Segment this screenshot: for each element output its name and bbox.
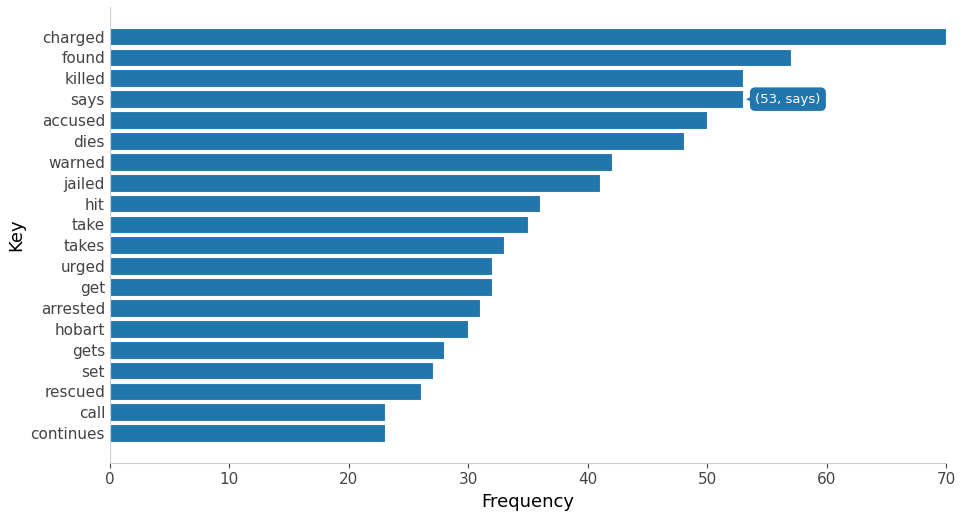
Text: (53, says): (53, says) xyxy=(746,93,820,106)
Bar xyxy=(110,257,492,275)
Bar xyxy=(110,69,743,87)
Bar xyxy=(110,278,492,296)
Y-axis label: Key: Key xyxy=(7,219,25,251)
Bar xyxy=(110,27,947,46)
Bar xyxy=(110,236,505,254)
X-axis label: Frequency: Frequency xyxy=(482,493,575,511)
Bar xyxy=(110,132,684,150)
Bar xyxy=(110,153,612,170)
Bar xyxy=(110,424,385,442)
Bar xyxy=(110,299,481,317)
Bar xyxy=(110,49,791,66)
Bar xyxy=(110,215,528,233)
Bar xyxy=(110,195,540,212)
Bar xyxy=(110,383,421,400)
Bar xyxy=(110,320,468,338)
Bar xyxy=(110,90,743,108)
Bar xyxy=(110,341,445,358)
Bar xyxy=(110,111,708,129)
Bar xyxy=(110,362,432,379)
Bar xyxy=(110,174,600,192)
Bar xyxy=(110,404,385,421)
